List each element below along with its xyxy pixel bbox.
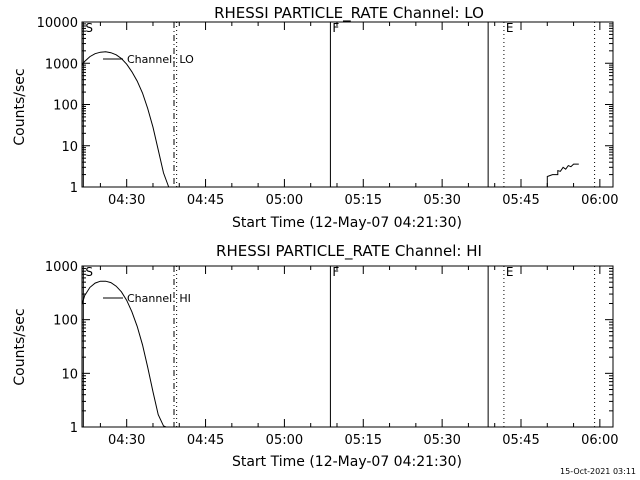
tick-layer: 04:30 04:45 05:00 05:15 05:30 05:45 06:00 1 10 10… xyxy=(45,260,619,448)
x-tick-label: 04:45 xyxy=(187,193,224,208)
y-tick-label: 10000 xyxy=(37,16,78,31)
chart-title: RHESSI PARTICLE_RATE Channel: HI xyxy=(216,242,482,261)
series-layer xyxy=(81,280,167,428)
y-tick-label: 1 xyxy=(70,421,78,436)
timestamp-label: 15-Oct-2021 03:11 xyxy=(560,467,636,476)
x-axis-label: Start Time (12-May-07 04:21:30) xyxy=(232,215,462,231)
plot-frame xyxy=(81,21,614,188)
x-tick-label: 04:45 xyxy=(187,433,224,448)
legend-label: Channel: LO xyxy=(127,53,194,66)
tick-layer: 04:30 04:45 05:00 05:15 05:30 05:45 06:00 1 10 10… xyxy=(37,16,619,208)
x-tick-label: 05:15 xyxy=(345,433,382,448)
y-tick-label: 10 xyxy=(61,140,78,155)
y-tick-label: 1000 xyxy=(45,260,78,275)
event-marker-label: E xyxy=(506,21,514,35)
x-tick-label: 06:00 xyxy=(581,433,618,448)
x-tick-label: 05:30 xyxy=(423,433,460,448)
y-tick-label: 100 xyxy=(53,99,78,114)
x-tick-label: 05:45 xyxy=(502,433,539,448)
x-tick-label: 05:00 xyxy=(266,433,303,448)
x-tick-label: 05:30 xyxy=(423,193,460,208)
event-marker-label: F xyxy=(332,21,339,35)
y-tick-label: 1000 xyxy=(45,57,78,72)
legend: Channel: HI xyxy=(103,292,191,305)
legend: Channel: LO xyxy=(103,53,194,66)
series-line xyxy=(81,51,170,188)
x-tick-label: 04:30 xyxy=(108,433,145,448)
event-marker-label: S xyxy=(85,21,93,35)
y-axis-label: Counts/sec xyxy=(12,68,28,145)
x-axis-label: Start Time (12-May-07 04:21:30) xyxy=(232,454,462,470)
series-line xyxy=(81,280,167,428)
legend-label: Channel: HI xyxy=(127,292,191,305)
series-layer xyxy=(81,51,579,188)
y-axis-label: Counts/sec xyxy=(12,308,28,385)
plot-frame xyxy=(81,265,614,428)
event-marker-label: F xyxy=(332,265,339,279)
y-tick-label: 100 xyxy=(53,314,78,329)
chart-lo: RHESSI PARTICLE_RATE Channel: LO Start T… xyxy=(12,4,619,231)
x-tick-label: 05:15 xyxy=(345,193,382,208)
y-tick-label: 10 xyxy=(61,367,78,382)
event-marker-label: E xyxy=(506,265,514,279)
event-marker-label: S xyxy=(85,265,93,279)
y-tick-label: 1 xyxy=(70,181,78,196)
x-tick-label: 06:00 xyxy=(581,193,618,208)
series-line xyxy=(546,163,579,187)
chart-title: RHESSI PARTICLE_RATE Channel: LO xyxy=(214,4,484,23)
x-tick-label: 05:00 xyxy=(266,193,303,208)
x-tick-label: 04:30 xyxy=(108,193,145,208)
x-tick-label: 05:45 xyxy=(502,193,539,208)
chart-hi: RHESSI PARTICLE_RATE Channel: HI Start T… xyxy=(12,242,619,470)
